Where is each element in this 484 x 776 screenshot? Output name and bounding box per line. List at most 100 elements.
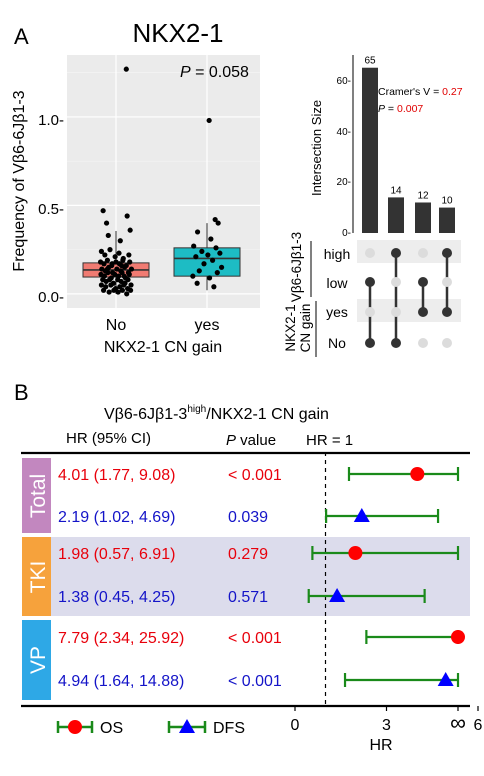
data-point	[206, 275, 213, 281]
hr-point-os	[451, 630, 465, 644]
data-point	[191, 243, 197, 249]
data-point	[103, 220, 110, 226]
matrix-row-label: yes	[326, 304, 348, 320]
boxplot-points	[97, 66, 225, 297]
data-point	[212, 216, 218, 223]
matrix-dot-off	[418, 248, 428, 258]
data-point	[190, 273, 196, 279]
data-point	[98, 282, 105, 288]
data-point	[124, 213, 130, 219]
data-point	[196, 268, 202, 274]
data-point	[208, 236, 214, 242]
p-value-text: < 0.001	[228, 630, 282, 647]
hr-tick-label: 6	[474, 717, 483, 734]
legend-os-label: OS	[100, 720, 123, 737]
hr-ci-text: 7.79 (2.34, 25.92)	[58, 630, 184, 647]
hr-xlabel: HR	[369, 737, 392, 754]
legend-dfs: DFS	[167, 719, 245, 737]
matrix-dot-on	[442, 248, 452, 258]
boxplot-xlabel: NKX2-1 CN gain	[104, 339, 222, 356]
upset-bar-label: 12	[417, 190, 429, 201]
matrix-band	[357, 240, 461, 263]
box-yes	[173, 247, 241, 277]
data-point	[209, 257, 216, 263]
p-value-text: 0.039	[228, 509, 268, 526]
hr-tick-label: ∞	[450, 710, 466, 735]
hr-tick-label: 0	[291, 717, 300, 734]
hr-point-os	[348, 546, 363, 560]
upset-bar-label: 65	[364, 56, 376, 67]
matrix-row-label: high	[324, 246, 350, 262]
boxplot-xtick-no: No	[106, 317, 127, 334]
matrix-group2-label-2: CN gain	[298, 304, 313, 353]
p-value-text: < 0.001	[228, 673, 282, 690]
data-point	[102, 252, 108, 258]
upset-bar	[415, 202, 431, 233]
p-value-text: 0.571	[228, 589, 268, 606]
hr-point-dfs	[329, 588, 346, 602]
hr-ci-text: 4.01 (1.77, 9.08)	[58, 467, 175, 484]
hr-point-dfs	[353, 508, 370, 522]
data-point	[121, 282, 127, 288]
tki-band	[51, 537, 470, 616]
legend-os: OS	[56, 720, 123, 737]
col-p-header: P value	[226, 432, 276, 449]
hr-ticks: 0 3 6 ∞	[291, 706, 483, 735]
p-value-text: 0.279	[228, 546, 268, 563]
data-point	[125, 277, 131, 283]
matrix-dot-on	[365, 277, 375, 287]
boxplot-ylabel: Frequency of Vβ6-6Jβ1-3	[11, 90, 28, 271]
data-point	[128, 282, 134, 288]
upset-pvalue: P = 0.007	[378, 103, 423, 115]
data-point	[215, 220, 221, 226]
upset-bars: 65 14 12 10	[362, 56, 455, 233]
col-hr-header: HR (95% CI)	[66, 430, 151, 447]
cramer-v: Cramer's V = 0.27	[378, 86, 463, 98]
hr-tick-label: 3	[382, 717, 391, 734]
group-tag-vp	[22, 620, 51, 700]
data-point	[127, 259, 133, 265]
data-point	[107, 247, 113, 253]
data-point	[211, 284, 217, 290]
data-point	[109, 261, 115, 267]
panel-b-title: Vβ6-6Jβ1-3high/NKX2-1 CN gain	[104, 404, 329, 423]
upset-bar	[439, 207, 455, 233]
upset-ytick: 60-	[337, 76, 351, 87]
data-point	[126, 271, 132, 277]
data-point	[201, 261, 207, 267]
data-point	[100, 208, 106, 214]
upset-ylabel: Intersection Size	[309, 100, 324, 196]
data-point	[123, 66, 129, 72]
matrix-dot-off	[391, 277, 401, 287]
matrix-dot-off	[365, 307, 375, 317]
upset-ytick: 0-	[342, 228, 351, 239]
data-point	[127, 227, 133, 233]
matrix-row-label: low	[326, 275, 348, 291]
data-point	[117, 238, 123, 244]
matrix-dot-off	[365, 248, 375, 258]
hr-point-dfs	[437, 672, 454, 686]
data-point	[124, 291, 130, 297]
hr-point-os	[410, 467, 425, 481]
data-point	[118, 262, 125, 269]
matrix-band	[357, 299, 461, 322]
data-point	[205, 252, 211, 258]
matrix-group2-label: NKX2-1	[283, 304, 298, 351]
matrix-dot-on	[365, 338, 375, 348]
matrix-dot-on	[391, 338, 401, 348]
group-label-tki: TKI	[27, 561, 50, 594]
boxplot-ytick: 0.5-	[38, 201, 64, 218]
col-ref-header: HR = 1	[306, 432, 353, 449]
data-point	[108, 282, 114, 288]
hr-ci-text: 4.94 (1.64, 14.88)	[58, 673, 184, 690]
data-point	[193, 254, 199, 260]
upset-bar	[388, 197, 404, 233]
panel-a-title: NKX2-1	[132, 18, 223, 48]
data-point	[126, 252, 132, 258]
data-point	[98, 248, 105, 254]
upset-bar-label: 10	[441, 196, 453, 207]
panel-a-label: A	[14, 24, 29, 49]
panel-b-label: B	[14, 380, 29, 405]
matrix-group1-label: Vβ6-6Jβ1-3	[289, 232, 304, 302]
matrix-dot-off	[442, 338, 452, 348]
